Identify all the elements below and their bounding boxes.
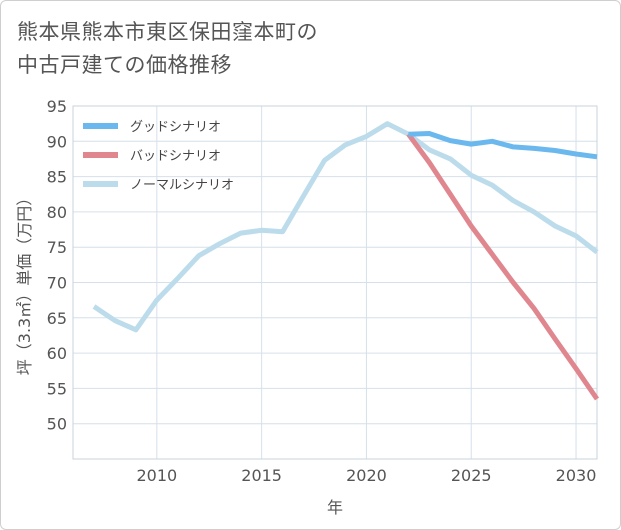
y-axis-label: 坪（3.3㎡）単価（万円） [15,190,34,375]
y-tick-label-95: 95 [47,97,67,116]
chart-title-line-2: 中古戸建ての価格推移 [17,53,232,77]
y-tick-label-65: 65 [47,309,67,328]
x-tick-label-2020: 2020 [346,466,387,485]
chart-title-line-1: 熊本県熊本市東区保田窪本町の [17,20,318,44]
x-axis-label: 年 [327,498,343,517]
y-tick-label-80: 80 [47,203,67,222]
legend-label-bad: バッドシナリオ [130,149,221,164]
y-tick-label-90: 90 [47,132,67,151]
plot-border [72,105,598,460]
chart-title: 熊本県熊本市東区保田窪本町の 中古戸建ての価格推移 [17,16,318,82]
y-tick-label-50: 50 [47,415,67,434]
y-tick-label-60: 60 [47,344,67,363]
x-tick-label-2030: 2030 [556,466,597,485]
x-tick-label-2025: 2025 [451,466,492,485]
series-line-good [408,131,598,160]
series-line-normal [92,121,599,333]
y-tick-label-70: 70 [47,274,67,293]
x-tick-label-2010: 2010 [136,466,177,485]
y-tick-label-85: 85 [47,168,67,187]
y-tick-label-55: 55 [47,379,67,398]
legend-label-good: グッドシナリオ [130,120,221,135]
y-tick-label-75: 75 [47,238,67,257]
legend-label-normal: ノーマルシナリオ [130,178,234,193]
x-tick-label-2015: 2015 [241,466,282,485]
series-line-bad [406,132,600,401]
